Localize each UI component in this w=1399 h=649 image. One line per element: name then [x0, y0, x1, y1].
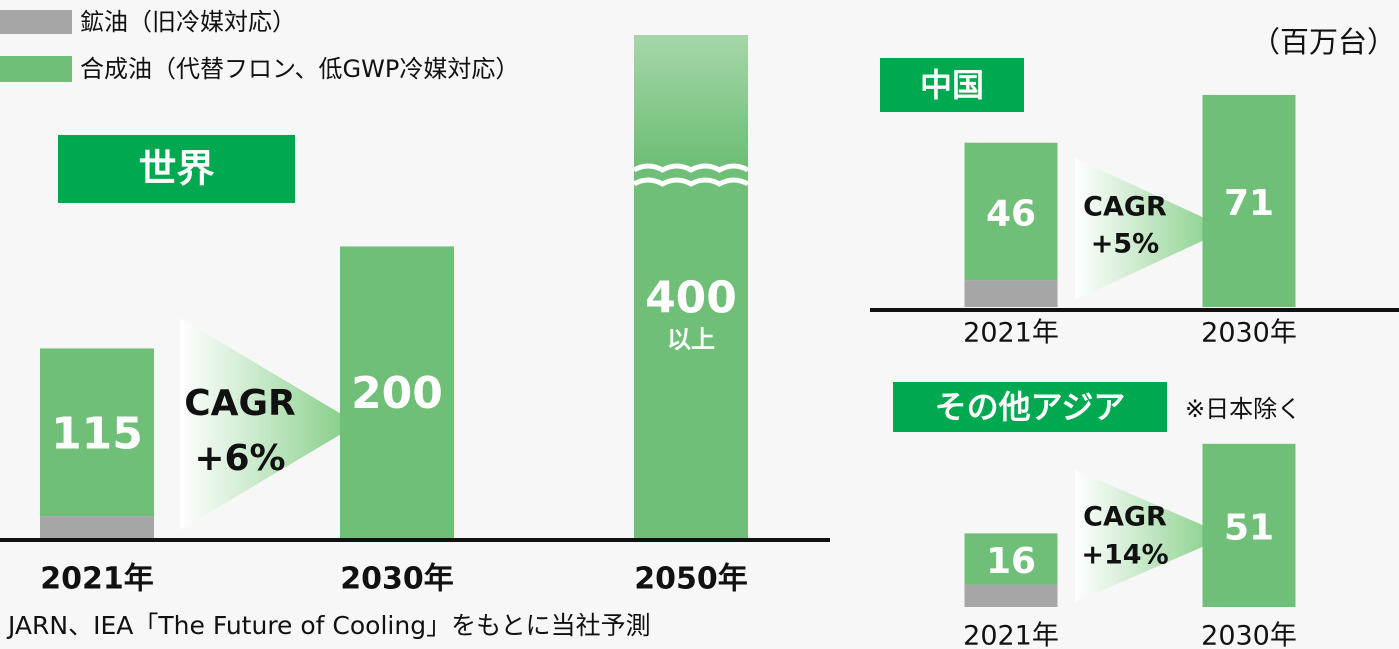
- cagr-label: CAGR: [1083, 502, 1167, 533]
- value-label: 400: [645, 273, 737, 324]
- title-box: [58, 135, 295, 203]
- cagr-label: CAGR: [184, 383, 296, 424]
- bar-segment: [1202, 94, 1296, 307]
- note: ※日本除く: [1185, 395, 1301, 423]
- bar-segment: [40, 516, 154, 538]
- value-label: 46: [986, 193, 1036, 234]
- legend-swatch: [0, 56, 72, 82]
- title-box: [893, 382, 1167, 432]
- cagr-arrow: [1075, 158, 1228, 300]
- chart-title: 世界: [138, 147, 214, 191]
- chart-title: 中国: [920, 66, 984, 104]
- axis-break: [632, 163, 750, 173]
- bar-segment: [964, 280, 1058, 307]
- x-tick-label: 2030年: [340, 562, 454, 597]
- value-label: 71: [1224, 183, 1274, 224]
- axis-break: [632, 177, 750, 187]
- title-box: [880, 58, 1024, 112]
- cagr-arrow: [1075, 470, 1228, 602]
- x-tick-label: 2021年: [963, 621, 1059, 649]
- chart-title: その他アジア: [935, 388, 1126, 426]
- x-tick-label: 2030年: [1201, 318, 1297, 349]
- legend-label: 合成油（代替フロン、低GWP冷媒対応）: [80, 55, 519, 83]
- value-label: 200: [351, 368, 443, 419]
- value-note: 以上: [667, 326, 715, 354]
- bar-segment: [40, 348, 154, 517]
- source-note: JARN、IEA「The Future of Cooling」をもとに当社予測: [6, 611, 651, 640]
- bar-segment: [634, 35, 748, 538]
- x-tick-label: 2021年: [963, 318, 1059, 349]
- cagr-value: +5%: [1091, 229, 1159, 260]
- legend-label: 鉱油（旧冷媒対応）: [80, 8, 296, 36]
- bar-segment: [340, 246, 454, 538]
- bar-segment: [964, 584, 1058, 607]
- unit-label: （百万台）: [1251, 25, 1396, 59]
- legend-swatch: [0, 10, 72, 34]
- bar-segment: [1202, 443, 1296, 607]
- x-tick-label: 2050年: [634, 562, 748, 597]
- x-tick-label: 2030年: [1201, 621, 1297, 649]
- bar-segment: [964, 533, 1058, 585]
- cagr-label: CAGR: [1083, 192, 1167, 223]
- value-label: 115: [51, 408, 143, 459]
- value-label: 51: [1224, 507, 1274, 548]
- bar-segment: [964, 142, 1058, 281]
- x-tick-label: 2021年: [40, 562, 154, 597]
- cagr-arrow: [180, 318, 358, 530]
- cagr-value: +6%: [194, 438, 285, 479]
- value-label: 16: [986, 541, 1036, 582]
- cagr-value: +14%: [1081, 540, 1168, 571]
